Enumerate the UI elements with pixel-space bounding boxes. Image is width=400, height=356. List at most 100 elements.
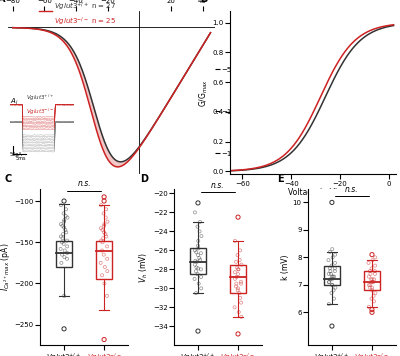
Point [366, 274, 372, 279]
Point [60, 231, 66, 237]
Point [367, 285, 373, 290]
Point [332, 268, 338, 274]
Point [59, 252, 65, 257]
Point [198, 267, 204, 272]
Text: E: E [277, 174, 284, 184]
Point [59, 223, 66, 229]
Point [102, 264, 108, 270]
Point [99, 240, 106, 245]
Point [369, 307, 375, 313]
Point [369, 288, 376, 293]
X-axis label: Voltage (mV): Voltage (mV) [288, 188, 338, 197]
Point [58, 202, 64, 208]
Point [196, 255, 202, 261]
Point [332, 285, 338, 290]
Point [328, 290, 335, 296]
Point [237, 295, 244, 301]
Point [60, 241, 67, 247]
Y-axis label: G/G$_{max}$: G/G$_{max}$ [198, 78, 210, 107]
Point [98, 238, 104, 244]
Point [104, 293, 110, 299]
Text: $\it{Vglut3}^{+/+}$ n = 27: $\it{Vglut3}^{+/+}$ n = 27 [54, 1, 116, 13]
Point [368, 277, 374, 282]
Point [370, 257, 376, 263]
Text: A: A [0, 0, 5, 5]
Point [326, 271, 332, 277]
Point [98, 225, 104, 231]
Point [195, 238, 202, 244]
Point [196, 281, 202, 287]
Point [100, 235, 106, 241]
Point [369, 285, 375, 290]
Point [329, 282, 335, 288]
Point [238, 314, 244, 320]
Point [198, 274, 204, 280]
Point [233, 284, 239, 289]
Point [195, 243, 201, 248]
Point [328, 263, 335, 268]
Point [235, 267, 242, 272]
Point [197, 257, 203, 263]
Point [195, 246, 202, 251]
Point [232, 304, 238, 310]
Point [371, 298, 377, 304]
Point [102, 231, 108, 237]
Text: $\it{Vglut3}^{-/-}$: $\it{Vglut3}^{-/-}$ [26, 107, 54, 117]
Point [232, 269, 238, 275]
Point [104, 268, 110, 274]
Point [61, 198, 67, 204]
Point [235, 331, 241, 337]
Point [365, 260, 372, 266]
Point [194, 259, 200, 265]
Point [233, 281, 240, 287]
Point [368, 266, 375, 271]
Point [61, 219, 67, 225]
Text: $\it{Vglut3}^{+/+}$: $\it{Vglut3}^{+/+}$ [26, 93, 54, 103]
Point [238, 262, 245, 267]
Point [103, 234, 110, 239]
Y-axis label: $I_{Ca^{2+}}$ (pA): $I_{Ca^{2+}}$ (pA) [239, 74, 252, 111]
Point [235, 286, 241, 291]
Point [369, 309, 375, 315]
Point [192, 247, 198, 253]
Point [194, 271, 201, 277]
Point [191, 276, 198, 282]
Point [235, 267, 242, 272]
Point [326, 279, 332, 285]
Point [233, 259, 239, 265]
Point [327, 268, 334, 274]
Point [372, 263, 378, 268]
Point [370, 279, 376, 285]
Point [236, 290, 242, 296]
Point [99, 227, 106, 233]
Point [329, 277, 335, 282]
Point [332, 266, 338, 271]
Point [234, 265, 240, 270]
Point [193, 268, 199, 274]
Point [102, 215, 109, 220]
Text: 50pA: 50pA [10, 152, 23, 157]
Point [64, 244, 70, 249]
Point [61, 326, 67, 332]
Point [195, 200, 201, 206]
Point [366, 304, 372, 310]
Y-axis label: $V_h$ (mV): $V_h$ (mV) [138, 251, 150, 283]
Point [64, 238, 70, 244]
Point [193, 290, 199, 296]
Text: $\it{Vglut3}^{-/-}$ n = 25: $\it{Vglut3}^{-/-}$ n = 25 [54, 16, 116, 28]
Point [367, 271, 374, 277]
Text: B: B [200, 0, 208, 5]
Point [58, 234, 64, 239]
Point [62, 213, 69, 219]
Point [368, 296, 375, 302]
Point [198, 250, 204, 256]
Point [197, 219, 203, 225]
Point [325, 257, 332, 263]
Point [371, 277, 377, 282]
Point [98, 202, 104, 208]
Point [235, 214, 241, 220]
Point [64, 250, 70, 256]
Point [232, 276, 238, 282]
Bar [96, 241, 112, 279]
Point [101, 221, 108, 227]
